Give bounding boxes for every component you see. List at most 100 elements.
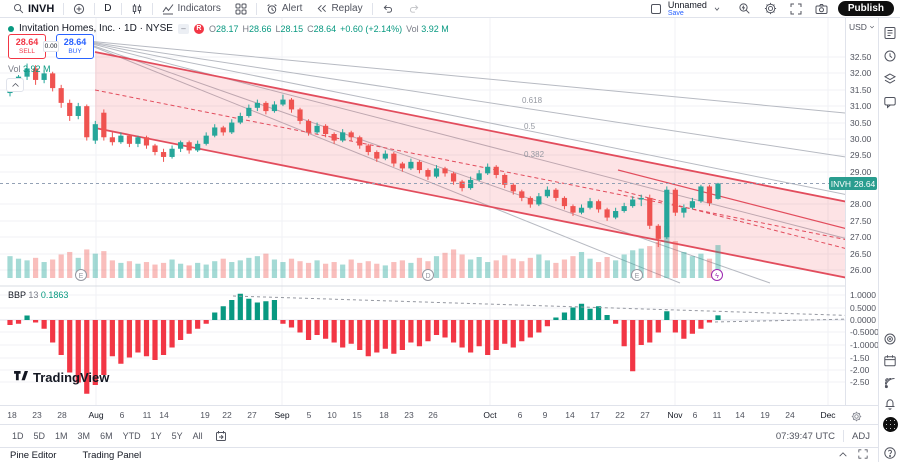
date-range-switcher: 1D 5D 1M 3M 6M YTD 1Y 5Y All xyxy=(8,429,227,443)
fullscreen-icon xyxy=(790,3,802,15)
chart-style-button[interactable] xyxy=(124,1,150,17)
trade-buttons: 28.64 SELL 0.00 28.64 BUY xyxy=(8,34,94,59)
axis-price-label: 27.50 xyxy=(850,216,872,226)
screenshot-button[interactable] xyxy=(812,1,831,17)
sell-button[interactable]: 28.64 SELL xyxy=(8,34,46,59)
camera-icon xyxy=(815,3,828,15)
maximize-icon xyxy=(858,449,868,459)
alarm-clock-icon xyxy=(266,3,278,15)
settings-button[interactable] xyxy=(761,1,780,17)
calendar-button[interactable] xyxy=(883,354,897,368)
time-axis-label: Sep xyxy=(274,410,290,420)
axis-price-label: -2.50 xyxy=(850,377,870,387)
time-axis-label: Aug xyxy=(88,410,104,420)
axis-settings-gear-icon[interactable] xyxy=(851,409,862,427)
time-axis-label: Oct xyxy=(483,410,497,420)
tab-pine-editor[interactable]: Pine Editor xyxy=(10,449,57,461)
publish-button[interactable]: Publish xyxy=(837,1,894,16)
divider xyxy=(94,2,96,15)
range-5y[interactable]: 5Y xyxy=(171,431,183,441)
collapse-panel-button[interactable] xyxy=(6,78,24,92)
range-5d[interactable]: 5D xyxy=(33,431,46,441)
undo-button[interactable] xyxy=(375,1,401,17)
time-axis-label: 23 xyxy=(32,410,42,420)
plus-circle-icon xyxy=(73,3,85,15)
object-tree-button[interactable] xyxy=(883,72,897,86)
rewind-icon xyxy=(316,3,327,14)
market-status-dot xyxy=(8,25,14,32)
adjust-data-toggle[interactable]: ADJ xyxy=(852,430,870,442)
apps-menu-button[interactable] xyxy=(883,417,898,432)
maximize-panel-button[interactable] xyxy=(858,446,868,462)
help-button[interactable] xyxy=(883,446,897,460)
target-icon xyxy=(884,333,896,345)
range-1y[interactable]: 1Y xyxy=(150,431,162,441)
save-layout-button[interactable]: Unnamed Save xyxy=(643,0,728,17)
interval-button[interactable]: D xyxy=(97,1,118,17)
ohlc-values: O28.17 H28.66 L28.15 C28.64 +0.60 (+2.14… xyxy=(208,23,449,34)
volume-legend: Vol 3.92 M xyxy=(8,64,51,74)
currency-label: USD xyxy=(849,22,867,32)
watchlist-button[interactable] xyxy=(883,26,897,40)
layout-templates-button[interactable] xyxy=(228,1,254,17)
axis-price-label: 31.50 xyxy=(850,85,872,95)
magnifier-bolt-icon xyxy=(738,2,751,15)
redo-arrow-icon xyxy=(408,3,420,14)
news-feed-button[interactable] xyxy=(883,376,897,390)
redo-button[interactable] xyxy=(401,1,427,17)
range-1d[interactable]: 1D xyxy=(12,431,24,441)
toolbar-left: INVH D Indica xyxy=(6,0,427,17)
indicators-label: Indicators xyxy=(177,3,221,14)
range-ytd[interactable]: YTD xyxy=(122,431,141,441)
time-axis-label: 24 xyxy=(785,410,795,420)
expand-panel-button[interactable] xyxy=(838,446,848,462)
time-axis-label: 10 xyxy=(327,410,337,420)
replay-button[interactable]: Replay xyxy=(309,1,369,17)
time-axis[interactable]: 18 23 28 Aug 6 11 14 19 22 27 Sep 5 10 15 18 23 26 Oct 6 9 1… xyxy=(0,405,878,424)
ideas-button[interactable] xyxy=(883,332,897,346)
quick-search-button[interactable] xyxy=(735,1,754,17)
interval-label: D xyxy=(104,3,112,14)
alerts-button[interactable] xyxy=(883,49,897,63)
tab-trading-panel[interactable]: Trading Panel xyxy=(82,449,142,461)
time-axis-label: 23 xyxy=(404,410,414,420)
buy-button[interactable]: 28.64 BUY xyxy=(56,34,94,59)
alert-button[interactable]: Alert xyxy=(259,1,310,17)
time-axis-label: 15 xyxy=(352,410,362,420)
fullscreen-button[interactable] xyxy=(787,1,805,17)
replay-label: Replay xyxy=(331,3,363,14)
bbp-indicator-legend[interactable]: BBP 13 0.1863 xyxy=(8,290,69,300)
symbol-search-button[interactable]: INVH xyxy=(6,1,61,17)
time-axis-label: 14 xyxy=(735,410,745,420)
clock-timezone-button[interactable]: 07:39:47 UTC xyxy=(775,430,836,442)
axis-price-label: 30.00 xyxy=(850,134,872,144)
range-6m[interactable]: 6M xyxy=(100,431,113,441)
compare-add-button[interactable] xyxy=(66,1,92,17)
axis-price-label: -1.50 xyxy=(850,353,870,363)
indicators-button[interactable]: Indicators xyxy=(155,1,228,17)
divider xyxy=(120,2,122,15)
range-all[interactable]: All xyxy=(192,431,203,441)
spread-value: 0.00 xyxy=(43,41,59,52)
panel-controls xyxy=(838,446,868,462)
range-3m[interactable]: 3M xyxy=(77,431,91,441)
svg-text:0.5: 0.5 xyxy=(524,122,536,131)
notifications-button[interactable] xyxy=(883,397,897,411)
chat-button[interactable] xyxy=(883,95,897,109)
hide-legend-badge[interactable]: – xyxy=(177,23,189,34)
symbol-title[interactable]: Invitation Homes, Inc. · 1D · NYSE xyxy=(19,23,173,34)
price-axis[interactable]: USD 32.50 32.00 31.50 31.00 30.50 30.00 29.50 2… xyxy=(845,18,879,405)
tradingview-logo: TradingView xyxy=(14,370,109,385)
divider xyxy=(63,2,65,15)
layers-icon xyxy=(883,73,897,84)
currency-selector[interactable]: USD xyxy=(849,22,875,32)
go-to-date-button[interactable] xyxy=(215,430,227,442)
realtime-badge[interactable]: R xyxy=(193,23,204,34)
change-value: +0.60 (+2.14%) xyxy=(340,23,403,34)
bottom-toolbar: 1D 5D 1M 3M 6M YTD 1Y 5Y All 07:39:47 UT… xyxy=(0,424,878,447)
range-1m[interactable]: 1M xyxy=(55,431,68,441)
time-axis-label: Nov xyxy=(667,410,683,420)
